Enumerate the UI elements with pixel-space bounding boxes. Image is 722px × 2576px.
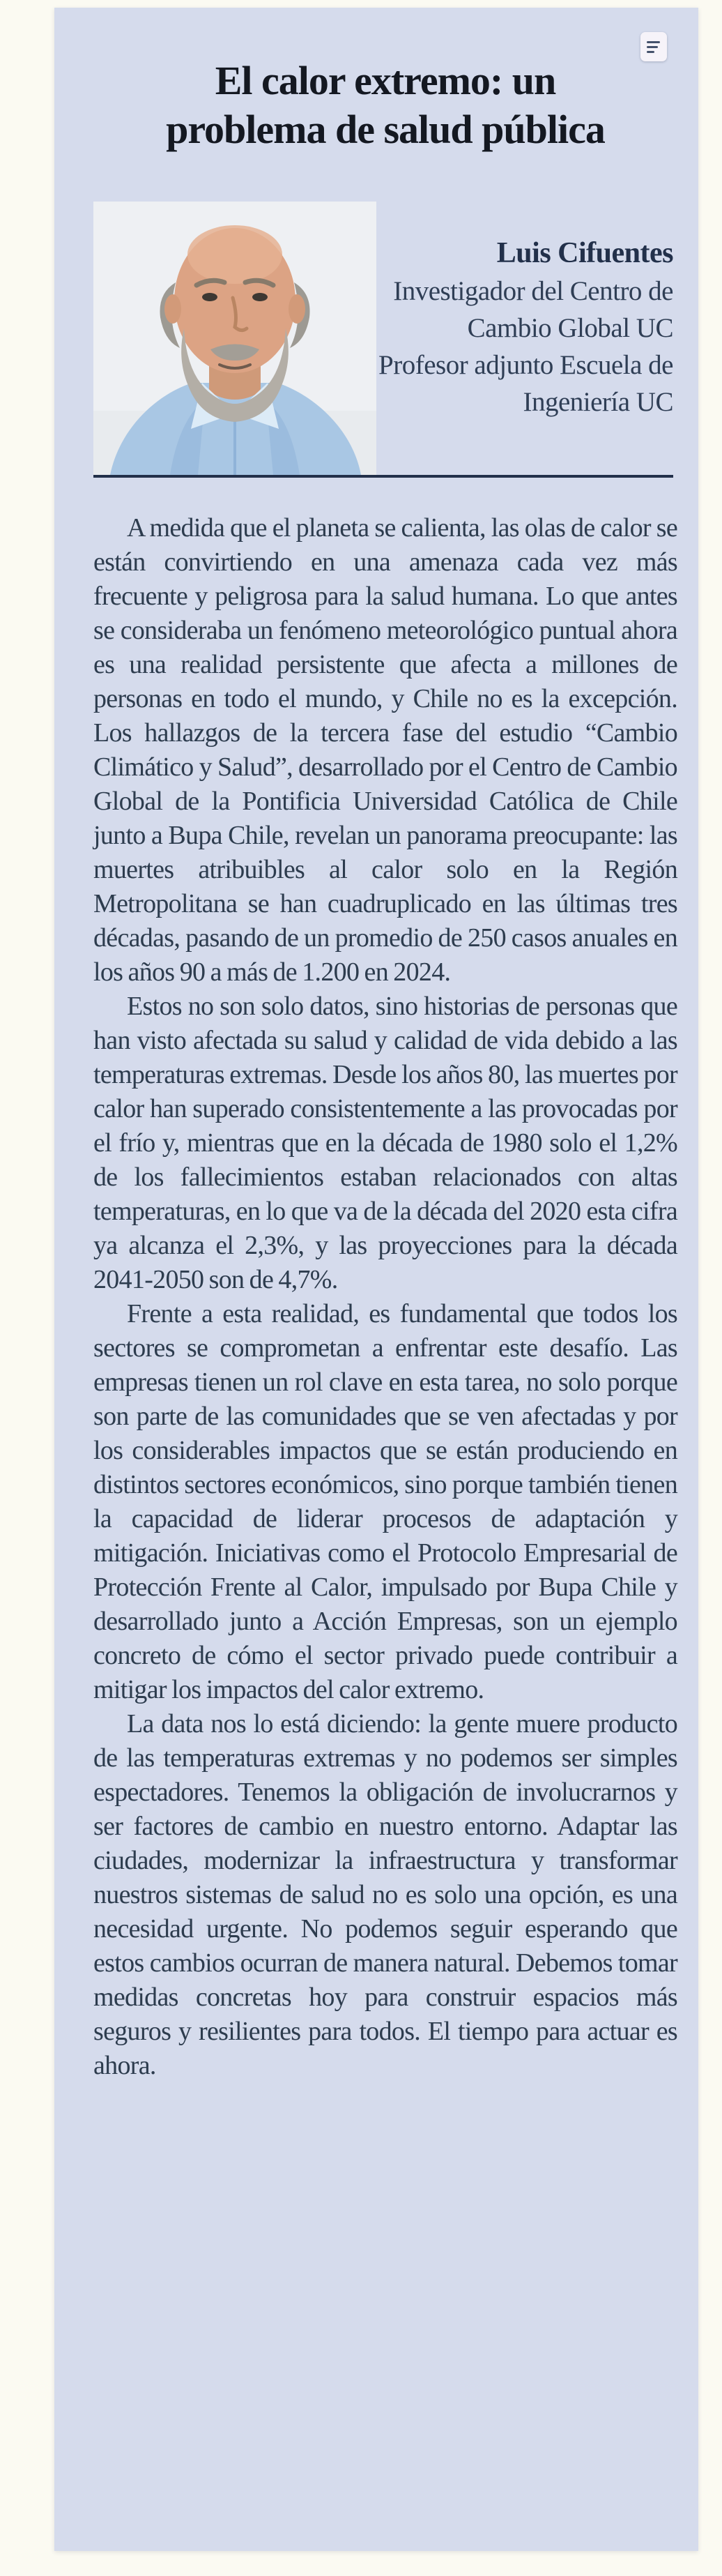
article-paragraph: Estos no son solo datos, sino historias … xyxy=(93,992,678,1294)
text-lines-icon xyxy=(647,40,660,43)
author-meta: Luis Cifuentes Investigador del Centro d… xyxy=(378,202,673,421)
author-role-line: Cambio Global UC xyxy=(467,313,674,343)
author-role-line: Ingeniería UC xyxy=(523,387,673,417)
article-paragraph: La data nos lo está diciendo: la gente m… xyxy=(93,1709,678,2080)
article-paragraph: Frente a esta realidad, es fundamental q… xyxy=(93,1299,678,1704)
author-portrait xyxy=(93,202,376,475)
author-byline-block: Luis Cifuentes Investigador del Centro d… xyxy=(93,202,673,478)
article-title: El calor extremo: un problema de salud p… xyxy=(93,56,677,154)
article-paragraph: A medida que el planeta se calienta, las… xyxy=(93,513,678,987)
article-title-line-1: El calor extremo: un xyxy=(215,58,557,103)
text-lines-icon xyxy=(647,50,654,53)
article-title-line-2: problema de salud pública xyxy=(166,107,606,152)
author-role-line: Profesor adjunto Escuela de xyxy=(378,350,673,380)
article-card: El calor extremo: un problema de salud p… xyxy=(54,8,698,2551)
author-role-line: Investigador del Centro de xyxy=(393,276,673,306)
reader-options-button[interactable] xyxy=(640,32,667,61)
article-body: A medida que el planeta se calienta, las… xyxy=(93,511,678,2083)
text-lines-icon xyxy=(647,45,658,48)
author-name: Luis Cifuentes xyxy=(496,237,674,269)
